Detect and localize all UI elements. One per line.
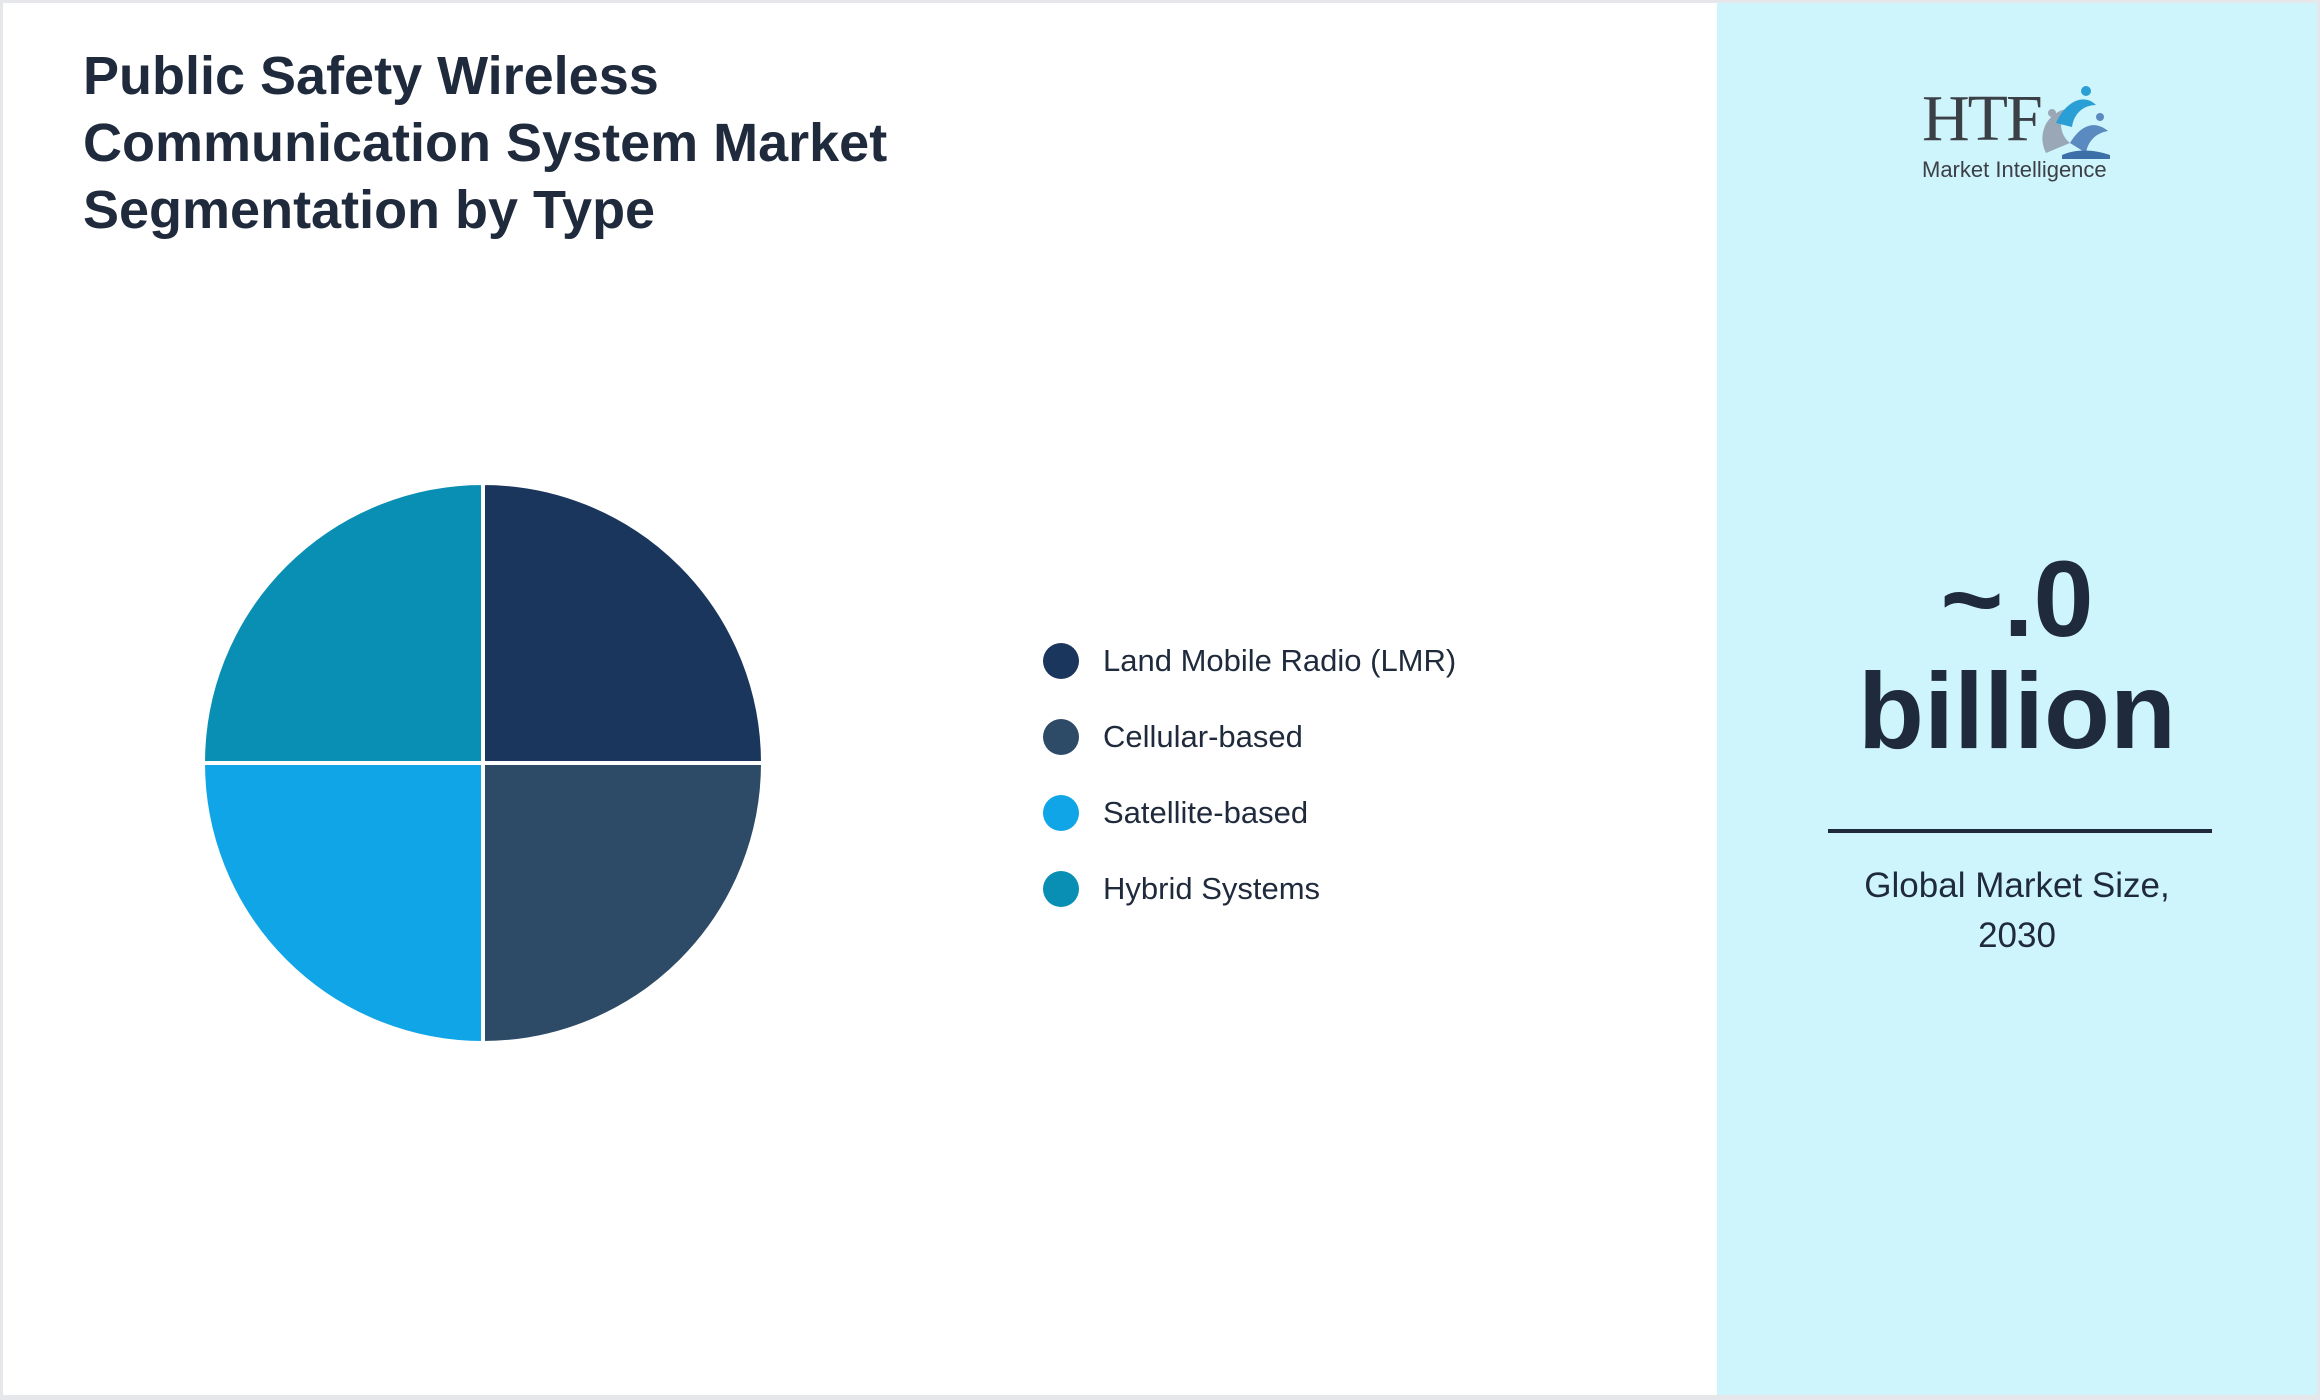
legend-swatch <box>1043 871 1079 907</box>
pie-slice-hybrid-systems <box>201 481 485 765</box>
pie-slice-land-mobile-radio-lmr <box>481 481 765 765</box>
infographic-card: Public Safety Wireless Communication Sys… <box>3 3 2317 1395</box>
pie-slice-satellite-based <box>201 761 485 1045</box>
market-size-caption: Global Market Size, 2030 <box>1717 861 2317 961</box>
market-size-caption-line: 2030 <box>1978 916 2056 955</box>
legend-item: Satellite-based <box>1043 775 1456 851</box>
market-size-caption-line: Global Market Size, <box>1864 866 2170 905</box>
legend-swatch <box>1043 643 1079 679</box>
chart-title: Public Safety Wireless Communication Sys… <box>83 43 1083 244</box>
legend-item: Hybrid Systems <box>1043 851 1456 927</box>
market-size-value: ~.0 billion <box>1717 543 2317 767</box>
legend-label: Hybrid Systems <box>1103 871 1321 906</box>
summary-panel: HTF Market Intelligence ~.0 billion Glob… <box>1717 3 2317 1395</box>
market-size-value-line: billion <box>1858 650 2176 771</box>
dolphin-figures-icon <box>2042 86 2110 159</box>
logo-subtitle: Market Intelligence <box>1922 157 2107 182</box>
legend-label: Satellite-based <box>1103 795 1309 830</box>
chart-title-line: Communication System Market <box>83 113 888 173</box>
pie-chart <box>201 481 765 1045</box>
legend-swatch <box>1043 719 1079 755</box>
pie-slice-cellular-based <box>481 761 765 1045</box>
legend-item: Cellular-based <box>1043 699 1456 775</box>
market-size-value-line: ~.0 <box>1940 538 2094 659</box>
legend-label: Land Mobile Radio (LMR) <box>1103 643 1457 678</box>
divider-line <box>1828 829 2212 833</box>
legend-item: Land Mobile Radio (LMR) <box>1043 623 1456 699</box>
logo-wordmark: HTF <box>1922 82 2043 155</box>
legend-label: Cellular-based <box>1103 719 1303 754</box>
chart-title-line: Segmentation by Type <box>83 180 656 240</box>
legend-swatch <box>1043 795 1079 831</box>
chart-title-line: Public Safety Wireless <box>83 46 659 106</box>
htf-logo: HTF Market Intelligence <box>1922 81 2112 191</box>
chart-legend: Land Mobile Radio (LMR) Cellular-based Sat… <box>1043 623 1456 927</box>
